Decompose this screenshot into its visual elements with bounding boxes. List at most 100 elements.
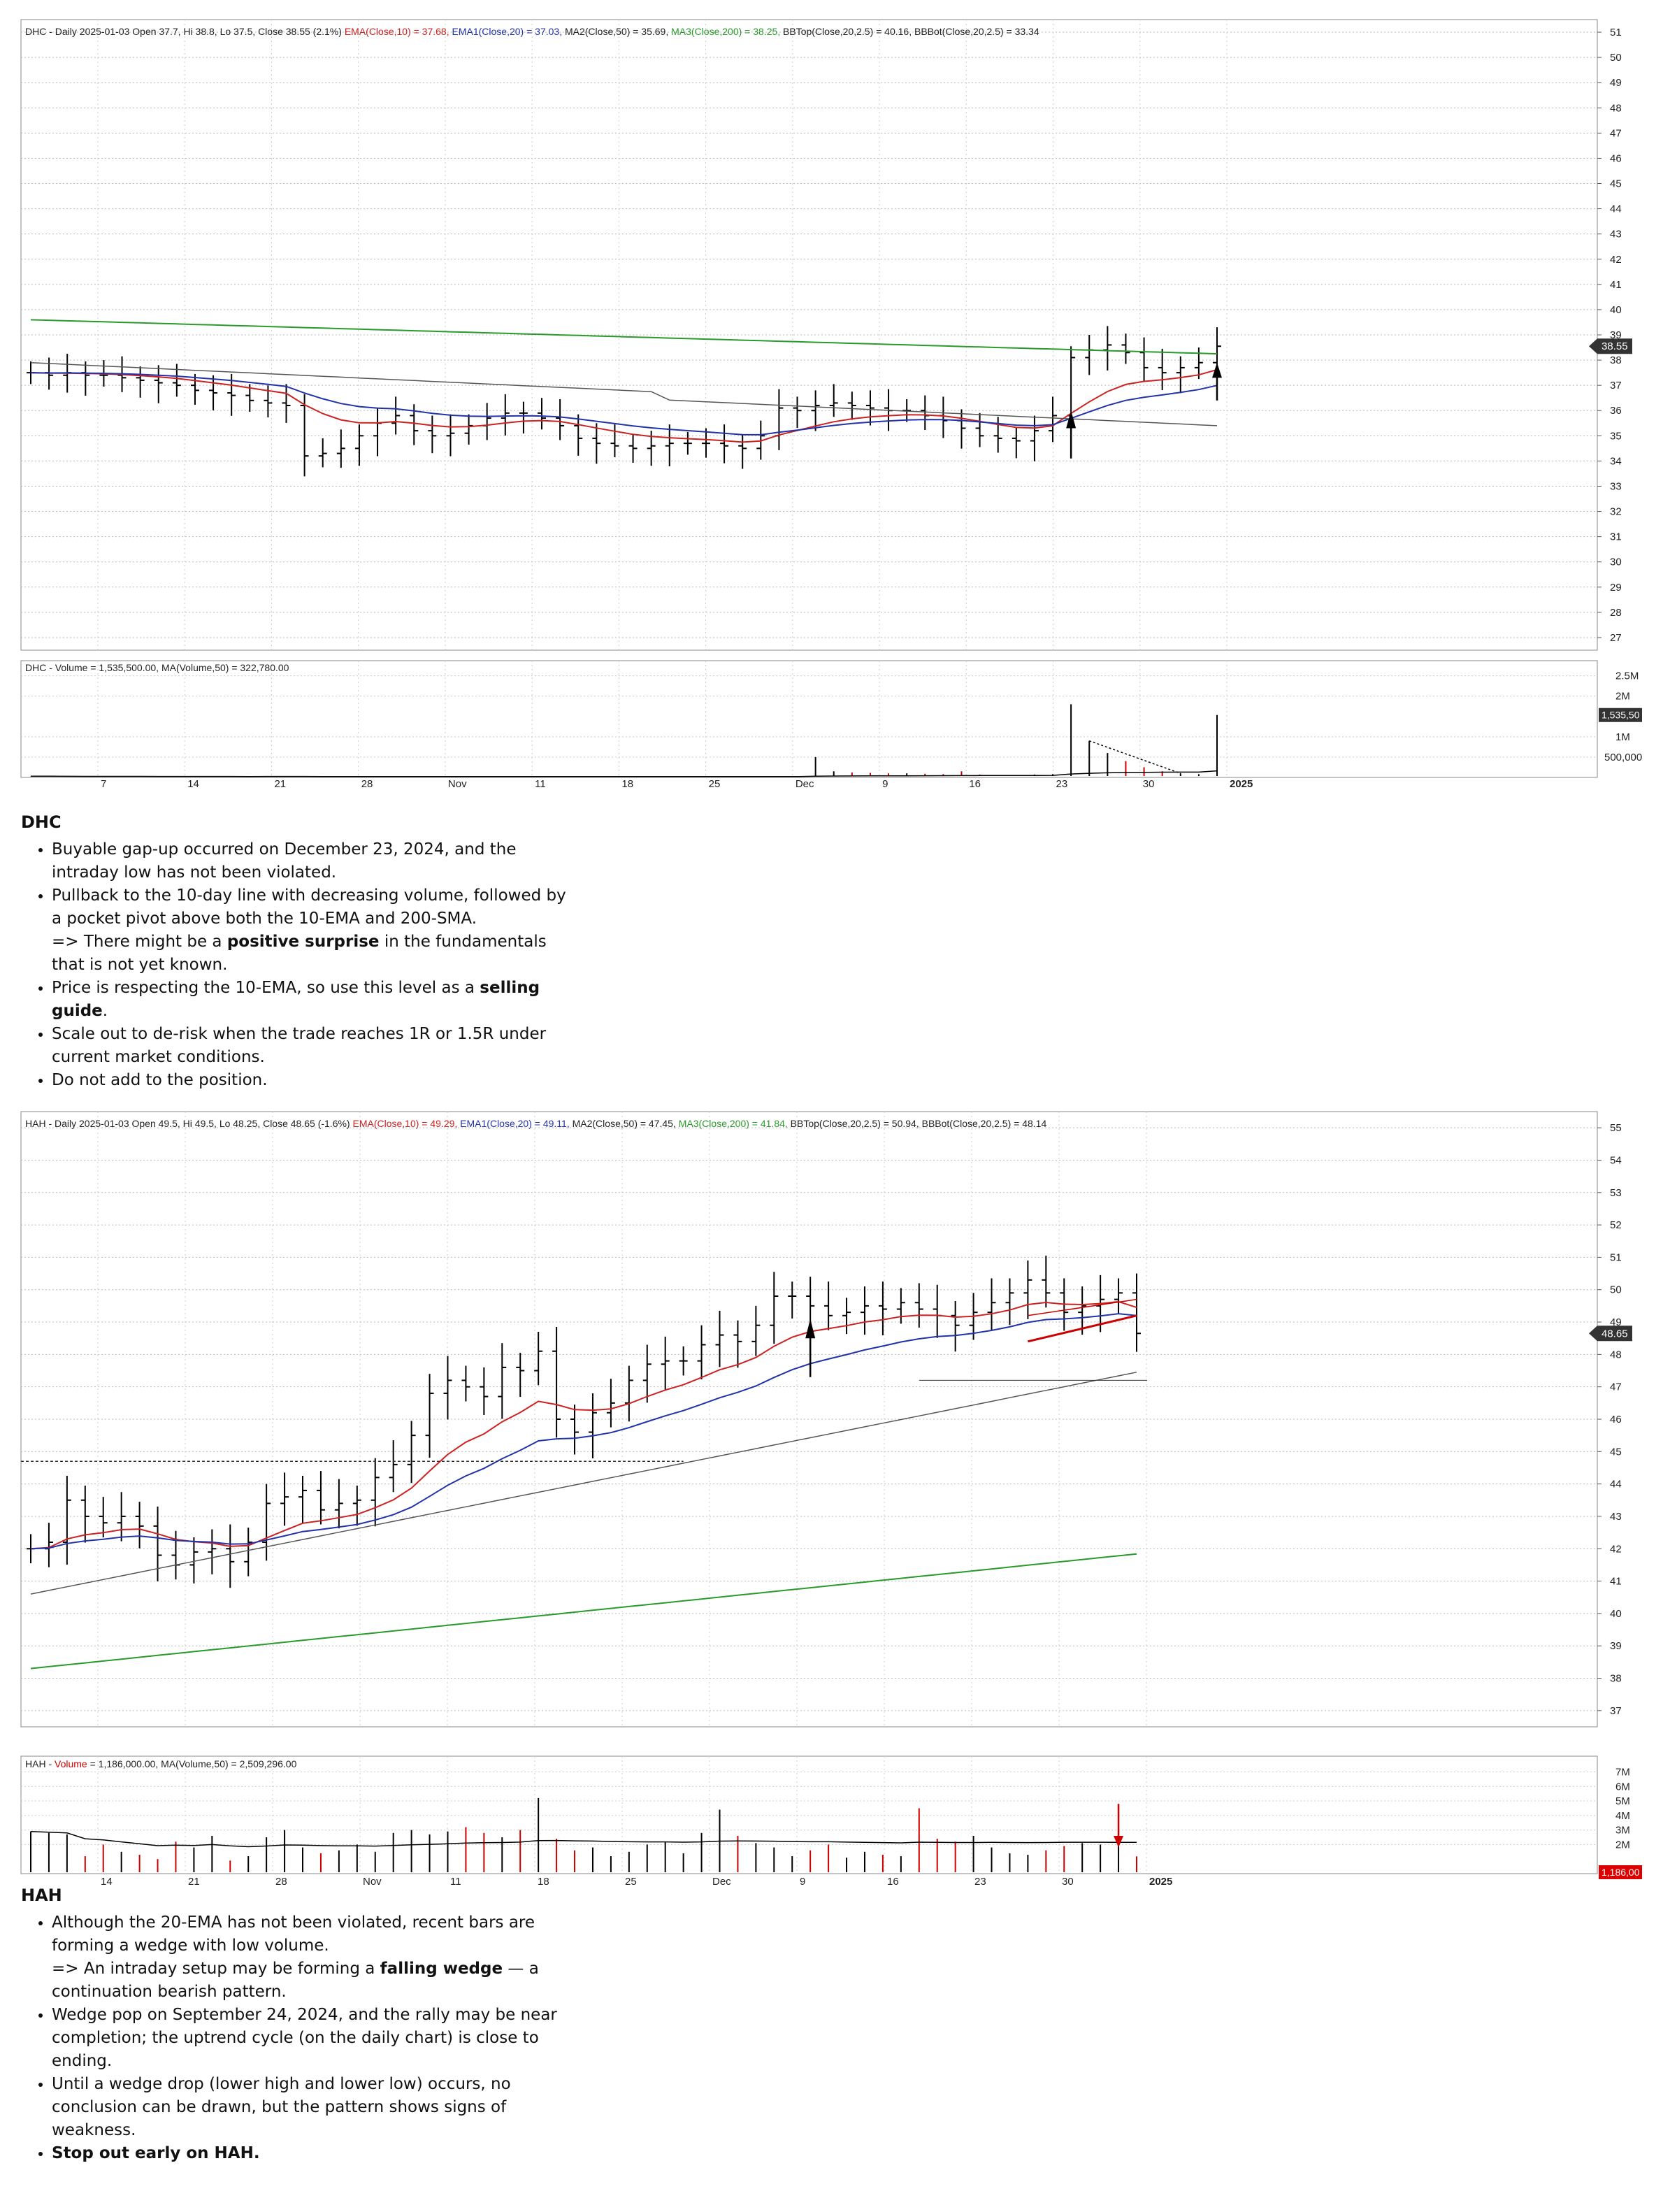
dhc-x-tick-label: 16: [969, 778, 981, 790]
dhc-note-3-bold: selling guide: [52, 979, 540, 1020]
hah-y-tick-label: 47: [1610, 1381, 1622, 1393]
dhc-y-tick-label: 34: [1610, 455, 1622, 467]
dhc-y-tick-label: 48: [1610, 102, 1622, 114]
hah-x-tick-label: 9: [800, 1876, 805, 1888]
hah-ma50-line: [30, 1372, 1137, 1595]
hah-wedge-upper-line: [1028, 1298, 1137, 1316]
dhc-y-tick-label: 29: [1610, 582, 1622, 594]
hah-vol-tick-label: 2M: [1615, 1839, 1630, 1851]
dhc-y-tick-label: 44: [1610, 203, 1622, 215]
hah-y-tick-label: 42: [1610, 1543, 1622, 1555]
hah-x-tick-label: 25: [625, 1876, 637, 1888]
dhc-ma50-line: [30, 361, 1218, 426]
hah-y-tick-label: 40: [1610, 1608, 1622, 1620]
hah-notes-title: HAH: [21, 1886, 62, 1905]
dhc-y-tick-label: 33: [1610, 480, 1622, 492]
dhc-note-3: Price is respecting the 10-EMA, so use t…: [52, 977, 566, 1023]
dhc-note-2a: Pullback to the 10-day line with decreas…: [52, 886, 566, 928]
dhc-y-tick-label: 40: [1610, 304, 1622, 316]
hah-wedge-lower-line: [1028, 1314, 1137, 1343]
dhc-x-tick-label: 21: [274, 778, 286, 790]
dhc-last-price-badge: [1589, 338, 1632, 354]
dhc-note-4: Scale out to de-risk when the trade reac…: [52, 1023, 566, 1069]
dhc-pivot-arrowhead: [1212, 362, 1222, 378]
dhc-note-3-pre: Price is respecting the 10-EMA, so use t…: [52, 979, 480, 997]
dhc-y-tick-label: 32: [1610, 506, 1622, 518]
hah-y-tick-label: 38: [1610, 1673, 1622, 1685]
hah-notes: HAH Although the 20-EMA has not been vio…: [21, 1884, 566, 2165]
dhc-volume-legend: DHC - Volume = 1,535,500.00, MA(Volume,5…: [25, 662, 289, 673]
dhc-notes-title: DHC: [21, 812, 62, 832]
dhc-vol-tick-label: 500,000: [1604, 752, 1642, 763]
hah-volume-ma-line: [30, 1830, 1137, 1848]
hah-x-tick-label: 11: [450, 1876, 461, 1888]
dhc-last-price-label: 38.55: [1601, 340, 1628, 352]
dhc-ema10-line: [30, 368, 1218, 443]
dhc-y-tick-label: 43: [1610, 229, 1622, 240]
dhc-volume-decline-line: [1088, 740, 1181, 774]
hah-x-tick-label: Dec: [712, 1876, 731, 1888]
hah-volume-frame: [20, 1755, 1598, 1874]
dhc-note-2: Pullback to the 10-day line with decreas…: [52, 884, 566, 977]
hah-note-1: Although the 20-EMA has not been violate…: [52, 1911, 566, 2004]
dhc-x-tick-label: Nov: [448, 778, 467, 790]
dhc-y-tick-label: 46: [1610, 152, 1622, 164]
dhc-x-tick-label: 9: [882, 778, 888, 790]
hah-volume-down-arrowhead: [1114, 1835, 1124, 1848]
dhc-ema20-line: [30, 372, 1218, 436]
dhc-y-tick-label: 30: [1610, 556, 1622, 568]
hah-y-tick-label: 50: [1610, 1284, 1622, 1296]
hah-y-tick-label: 51: [1610, 1251, 1622, 1263]
dhc-y-tick-label: 41: [1610, 279, 1622, 291]
hah-note-4-bold: Stop out early on HAH.: [52, 2144, 260, 2162]
dhc-vol-tick-label: 1M: [1615, 731, 1630, 743]
dhc-y-tick-label: 27: [1610, 632, 1622, 644]
dhc-vol-tick-label: 2M: [1615, 691, 1630, 703]
hah-vol-tick-label: 7M: [1615, 1766, 1630, 1778]
dhc-x-tick-label: 28: [361, 778, 373, 790]
dhc-y-tick-label: 39: [1610, 329, 1622, 341]
dhc-y-tick-label: 49: [1610, 77, 1622, 89]
hah-vol-tick-label: 3M: [1615, 1825, 1630, 1837]
dhc-last-volume-badge: [1599, 708, 1642, 722]
dhc-x-tick-label: 2025: [1230, 778, 1253, 790]
hah-x-tick-label: 14: [101, 1876, 113, 1888]
hah-y-tick-label: 48: [1610, 1349, 1622, 1360]
hah-y-tick-label: 44: [1610, 1479, 1622, 1491]
hah-x-tick-label: 30: [1062, 1876, 1074, 1888]
dhc-x-tick-label: 11: [535, 778, 546, 790]
hah-y-tick-label: 55: [1610, 1122, 1622, 1134]
hah-x-tick-label: Nov: [363, 1876, 382, 1888]
hah-x-tick-label: 28: [275, 1876, 287, 1888]
hah-x-tick-label: 18: [538, 1876, 549, 1888]
dhc-last-volume-label: 1,535,50: [1601, 710, 1640, 721]
hah-vol-tick-label: 6M: [1615, 1781, 1630, 1793]
dhc-x-tick-label: 23: [1056, 778, 1068, 790]
dhc-x-tick-label: 7: [101, 778, 106, 790]
dhc-note-3-post: .: [102, 1002, 108, 1020]
dhc-y-tick-label: 38: [1610, 354, 1622, 366]
hah-vol-tick-label: 4M: [1615, 1810, 1630, 1822]
dhc-x-tick-label: 25: [709, 778, 721, 790]
dhc-y-tick-label: 31: [1610, 531, 1622, 543]
hah-note-3: Until a wedge drop (lower high and lower…: [52, 2073, 566, 2142]
dhc-y-tick-label: 28: [1610, 607, 1622, 619]
hah-note-4: Stop out early on HAH.: [52, 2142, 566, 2165]
dhc-x-tick-label: Dec: [796, 778, 814, 790]
dhc-gapup-arrowhead: [1066, 410, 1077, 429]
dhc-y-tick-label: 42: [1610, 254, 1622, 266]
dhc-note-1: Buyable gap-up occurred on December 23, …: [52, 838, 566, 884]
hah-ema20-line: [30, 1313, 1137, 1550]
hah-note-1b-bold: falling wedge: [380, 1960, 503, 1978]
hah-last-price-label: 48.65: [1601, 1328, 1628, 1340]
hah-last-volume-label: 1,186,00: [1601, 1867, 1640, 1878]
dhc-y-tick-label: 51: [1610, 27, 1622, 38]
hah-y-tick-label: 53: [1610, 1187, 1622, 1199]
dhc-note-2b-bold: positive surprise: [226, 933, 380, 951]
dhc-price-legend: DHC - Daily 2025-01-03 Open 37.7, Hi 38.…: [25, 26, 1039, 37]
hah-last-price-badge: [1589, 1326, 1632, 1342]
hah-note-1b: => An intraday setup may be forming a fa…: [52, 1958, 566, 2004]
hah-note-2: Wedge pop on September 24, 2024, and the…: [52, 2004, 566, 2073]
hah-vol-tick-label: 5M: [1615, 1795, 1630, 1807]
dhc-vol-tick-label: 2.5M: [1615, 670, 1639, 682]
